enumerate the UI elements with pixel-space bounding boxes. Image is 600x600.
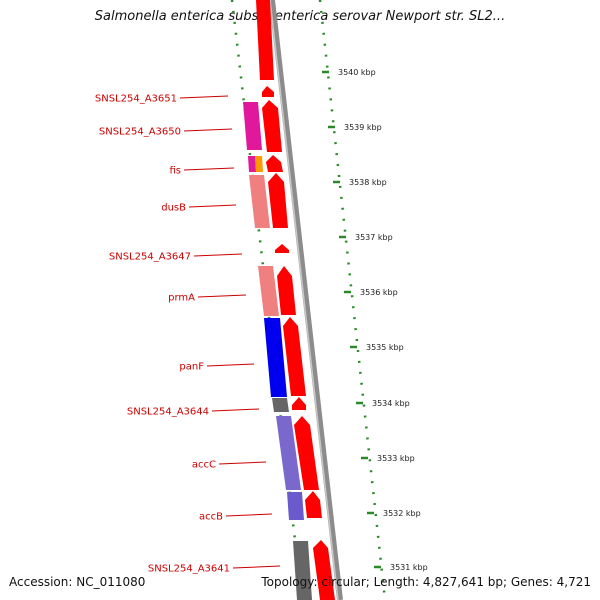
kbp-tick-label: 3533 kbp (377, 454, 415, 463)
gene-label-fis: fis (169, 166, 181, 177)
gene-block-darkgray-bottom (293, 541, 312, 600)
gene-label-snsl254-a3641: SNSL254_A3641 (148, 564, 230, 575)
gene-label-leader (188, 204, 237, 208)
gene-label-prma: prmA (168, 293, 195, 304)
cds-arrow (268, 173, 288, 228)
gene-label-leader (193, 253, 243, 257)
cds-arrow (313, 540, 335, 600)
gene-block-slate-accc (276, 416, 301, 490)
cds-track (256, 0, 335, 600)
kbp-tick-label: 3540 kbp (338, 68, 376, 77)
topology-label: Topology: circular; Length: 4,827,641 bp… (261, 575, 591, 589)
cds-arrow (262, 100, 282, 152)
cds-arrow (275, 244, 289, 253)
cds-arrow (256, 0, 274, 80)
gene-label-leader (183, 167, 235, 171)
kbp-tick-label: 3536 kbp (360, 288, 398, 297)
cds-arrow (266, 155, 283, 172)
gene-label-panf: panF (179, 362, 204, 373)
cds-arrow (294, 416, 319, 490)
gene-block-orange (255, 156, 263, 172)
cds-arrow (292, 397, 306, 410)
kbp-tick-label: 3535 kbp (366, 343, 404, 352)
cds-arrow (262, 86, 274, 97)
kbp-tick-label: 3532 kbp (383, 509, 421, 518)
gene-label-dusb: dusB (161, 203, 186, 214)
gene-label-accb: accB (199, 512, 223, 523)
gene-label-snsl254-a3644: SNSL254_A3644 (127, 407, 209, 418)
gene-block-magenta-small (248, 156, 256, 172)
gene-label-leader (232, 565, 281, 569)
kbp-tick-label: 3539 kbp (344, 123, 382, 132)
cds-arrow (283, 317, 306, 396)
kbp-tick-label: 3534 kbp (372, 399, 410, 408)
gene-label-leader (211, 408, 260, 412)
gene-label-snsl254-a3651: SNSL254_A3651 (95, 94, 177, 105)
gc-dot-line (230, 0, 304, 600)
gc-dot-line (318, 0, 387, 600)
map-title: Salmonella enterica subsp. enterica sero… (94, 9, 506, 24)
accession-label: Accession: NC_011080 (9, 575, 146, 589)
gene-block-blue-panf (264, 318, 287, 397)
gene-label-accc: accC (192, 460, 216, 471)
gene-block-pink-prma (258, 266, 279, 316)
kbp-tick-label: 3538 kbp (349, 178, 387, 187)
gc-dotted-inner (230, 0, 304, 600)
gene-label-leader (179, 95, 229, 99)
kbp-tick-label: 3531 kbp (390, 563, 428, 572)
gene-label-leader (197, 294, 247, 298)
gene-block-slate-accb (287, 492, 304, 520)
gene-block-darkgray (272, 398, 289, 412)
gene-label-snsl254-a3647: SNSL254_A3647 (109, 252, 191, 263)
cog-ring (243, 102, 312, 600)
backbone-highlight (269, 0, 339, 600)
gene-label-leader (225, 513, 273, 517)
cds-arrow (305, 491, 322, 518)
gene-label-leader (183, 128, 233, 132)
gene-label-leader (206, 363, 255, 367)
kbp-ticks: 3540 kbp 3539 kbp 3538 kbp 3537 kbp 3536 kbp… (322, 68, 428, 572)
gene-block-magenta (243, 102, 262, 150)
backbone-line (269, 0, 343, 600)
gene-block-pink-dusb (249, 175, 270, 228)
gene-label-leader (218, 461, 267, 465)
cds-arrow (277, 266, 296, 315)
kbp-tick-label: 3537 kbp (355, 233, 393, 242)
gc-dotted-outer (318, 0, 387, 600)
gene-label-snsl254-a3650: SNSL254_A3650 (99, 127, 181, 138)
